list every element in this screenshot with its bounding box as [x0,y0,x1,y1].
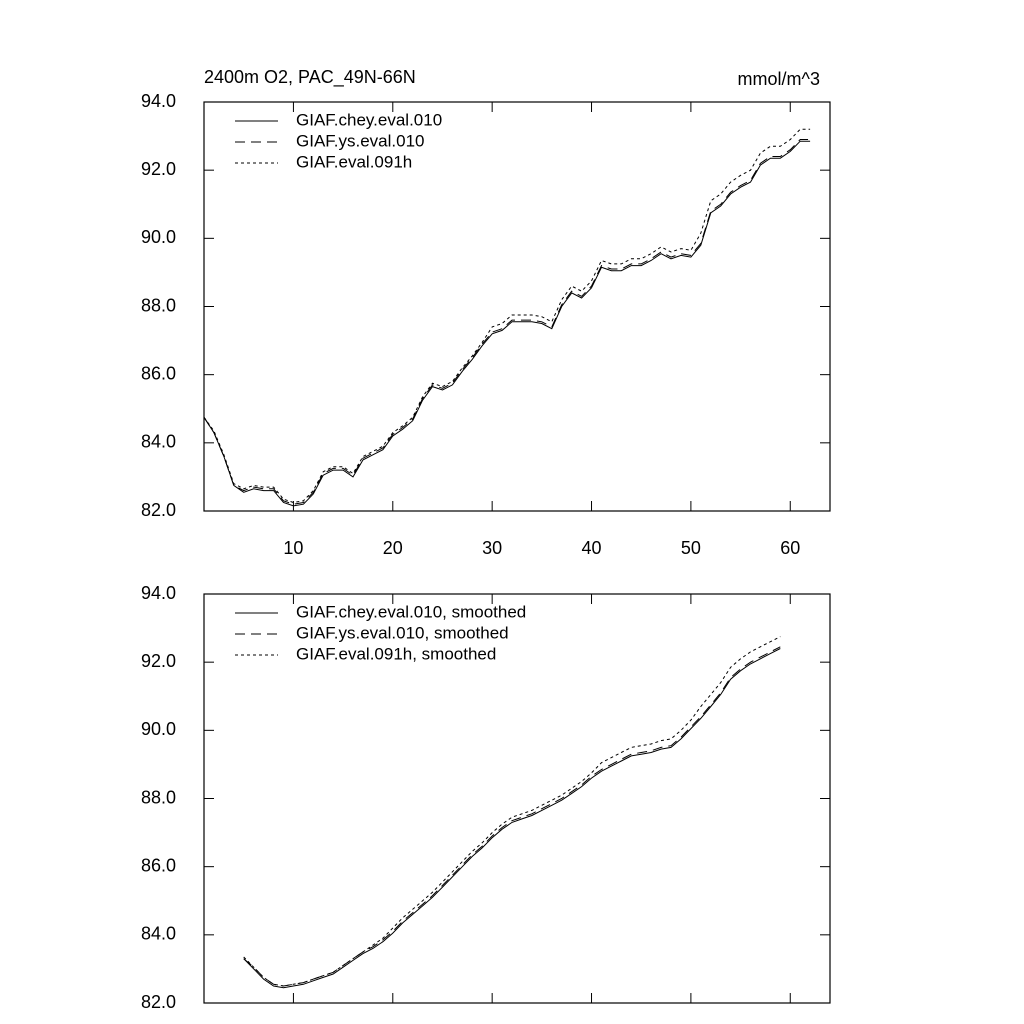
y-tick-label: 84.0 [141,432,176,452]
y-tick-label: 90.0 [141,227,176,247]
y-tick-label: 92.0 [141,159,176,179]
x-tick-label: 30 [482,538,502,558]
y-tick-label: 88.0 [141,787,176,807]
x-tick-label: 60 [780,538,800,558]
x-tick-label: 40 [582,538,602,558]
legend-label: GIAF.ys.eval.010, smoothed [296,623,509,642]
y-tick-label: 88.0 [141,295,176,315]
y-tick-label: 82.0 [141,992,176,1012]
y-tick-label: 86.0 [141,363,176,383]
chart-title: 2400m O2, PAC_49N-66N [204,67,416,88]
legend-label: GIAF.chey.eval.010 [296,110,442,129]
data-line [203,140,811,507]
y-tick-label: 90.0 [141,719,176,739]
y-tick-label: 84.0 [141,924,176,944]
y-tick-label: 94.0 [141,91,176,111]
y-tick-label: 94.0 [141,583,176,603]
y-tick-label: 86.0 [141,855,176,875]
data-line [203,139,811,505]
data-line [243,646,781,987]
x-tick-label: 20 [383,538,403,558]
legend-label: GIAF.chey.eval.010, smoothed [296,602,526,621]
y-tick-label: 92.0 [141,651,176,671]
legend-label: GIAF.eval.091h, smoothed [296,644,496,663]
x-tick-label: 10 [283,538,303,558]
data-line [243,636,781,987]
legend-label: GIAF.ys.eval.010 [296,131,425,150]
x-tick-label: 50 [681,538,701,558]
data-line [203,128,811,504]
units-label: mmol/m^3 [738,69,820,89]
data-line [243,648,781,989]
legend-label: GIAF.eval.091h [296,152,412,171]
y-tick-label: 82.0 [141,500,176,520]
